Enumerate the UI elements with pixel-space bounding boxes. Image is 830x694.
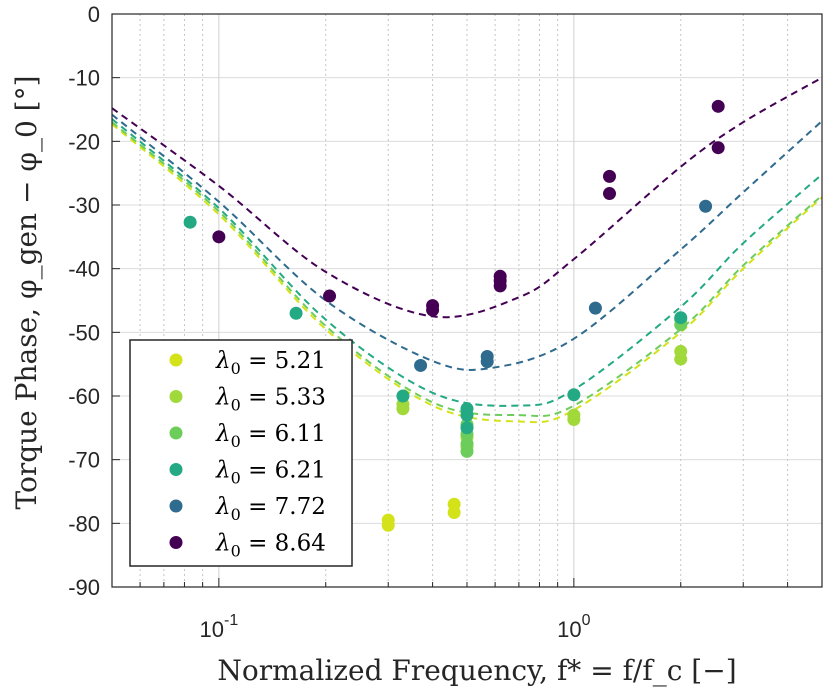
legend-marker-6.21 — [169, 463, 183, 476]
legend-marker-7.72 — [169, 499, 183, 513]
data-point-5.33 — [396, 402, 410, 416]
y-tick-label: -90 — [68, 575, 100, 600]
data-point-6.21 — [674, 311, 688, 325]
legend-entry-7.72: λ0 = 7.72 — [215, 494, 326, 524]
data-point-6.21 — [567, 388, 581, 402]
x-tick-label: 10-1 — [200, 612, 239, 642]
legend-marker-6.11 — [169, 426, 183, 440]
legend-marker-5.33 — [169, 390, 183, 403]
legend-entry-6.21: λ0 = 6.21 — [215, 458, 326, 488]
legend: λ0 = 5.21 λ0 = 5.33 λ0 = 6.11 λ0 = 6.21 λ0 =… — [129, 339, 353, 567]
axis-ticks: 0 -10 -20 -30 -40 -50 -60 -70 -80 -90 10-1 100 — [68, 2, 823, 642]
y-tick-label: -50 — [68, 320, 100, 345]
y-axis-label: Torque Phase, φ_gen − φ_0 [°] — [10, 75, 43, 509]
fit-curve-6.21 — [111, 118, 823, 407]
data-point-5.33 — [674, 352, 688, 366]
legend-entry-6.11: λ0 = 6.11 — [215, 421, 326, 451]
data-point-8.64 — [602, 169, 616, 183]
data-point-6.21 — [460, 421, 474, 435]
y-tick-label: -80 — [68, 511, 100, 536]
data-point-7.72 — [699, 199, 713, 213]
data-point-6.21 — [289, 306, 303, 320]
y-tick-label: -20 — [68, 129, 100, 154]
legend-marker-8.64 — [169, 536, 183, 549]
data-point-8.64 — [711, 141, 725, 155]
data-point-7.72 — [414, 358, 428, 372]
data-point-6.21 — [396, 389, 410, 403]
data-point-8.64 — [493, 279, 507, 293]
data-point-6.11 — [460, 444, 474, 458]
data-point-5.21 — [447, 506, 461, 520]
legend-entry-8.64: λ0 = 8.64 — [215, 531, 326, 561]
data-point-7.72 — [480, 355, 494, 369]
data-points — [183, 99, 725, 532]
y-tick-label: 0 — [88, 2, 100, 27]
data-point-8.64 — [711, 99, 725, 113]
fit-curve-7.72 — [111, 113, 823, 371]
data-point-5.21 — [381, 518, 395, 532]
y-tick-label: -70 — [68, 448, 100, 473]
data-point-5.33 — [567, 413, 581, 427]
y-tick-label: -40 — [68, 257, 100, 282]
data-point-6.21 — [460, 408, 474, 422]
data-point-6.21 — [183, 215, 197, 229]
data-point-8.64 — [323, 289, 337, 303]
y-tick-label: -10 — [68, 66, 100, 91]
y-tick-label: -30 — [68, 193, 100, 218]
y-tick-label: -60 — [68, 384, 100, 409]
legend-entry-5.21: λ0 = 5.21 — [215, 348, 326, 378]
legend-box — [129, 339, 353, 567]
legend-entry-5.33: λ0 = 5.33 — [215, 385, 326, 415]
legend-marker-5.21 — [169, 353, 183, 367]
data-point-8.64 — [212, 230, 226, 244]
x-tick-label: 100 — [557, 612, 590, 642]
fit-curves — [111, 76, 823, 424]
x-axis-label: Normalized Frequency, f* = f/f_c [−] — [217, 654, 736, 687]
data-point-7.72 — [588, 301, 602, 315]
data-point-8.64 — [426, 303, 440, 317]
data-point-8.64 — [602, 187, 616, 201]
